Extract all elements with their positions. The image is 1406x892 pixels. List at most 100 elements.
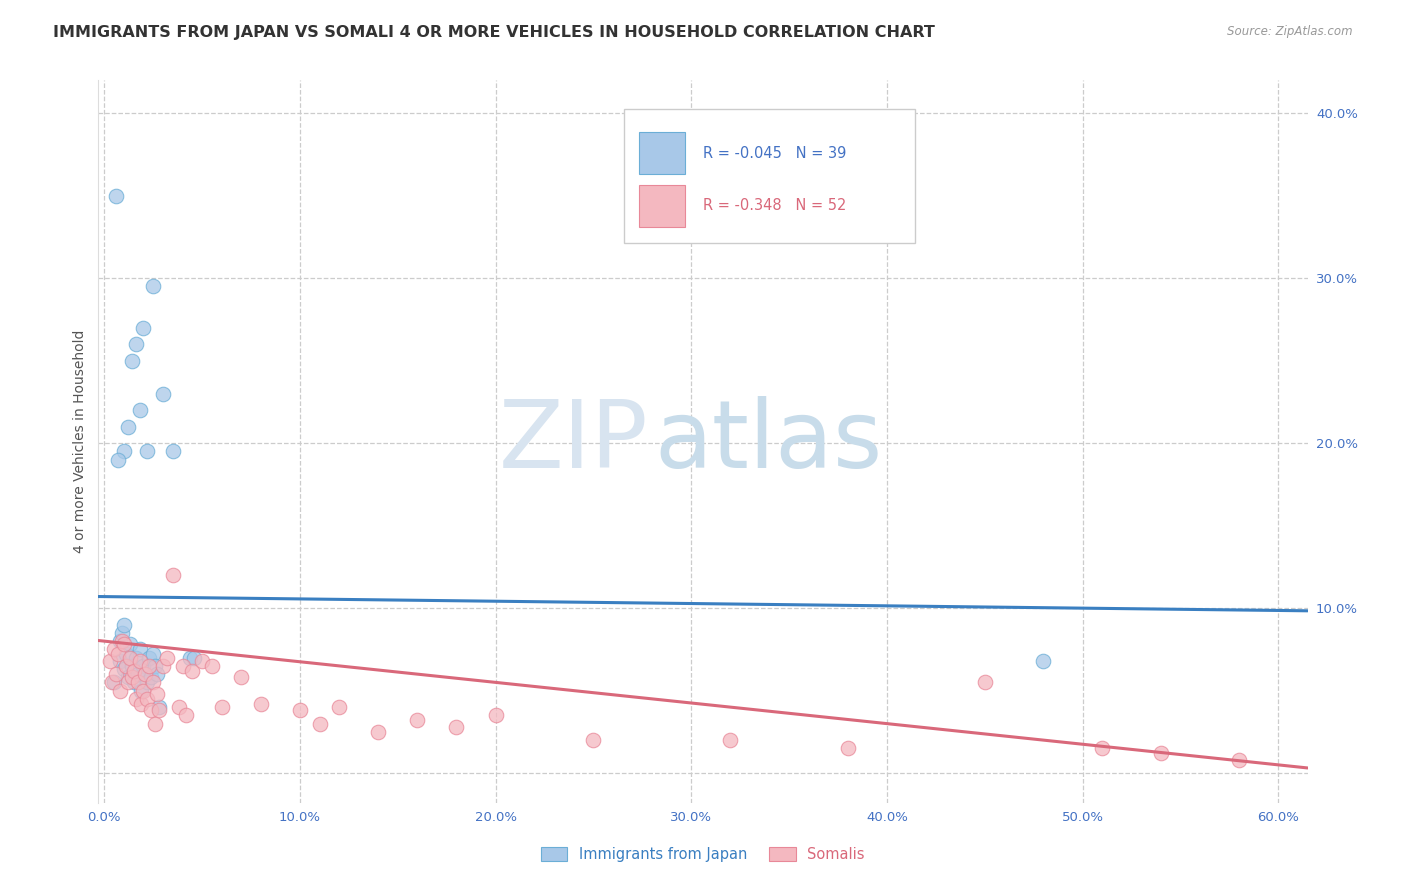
Point (142, 279, 165, 293)
FancyBboxPatch shape (624, 109, 915, 243)
Point (128, 403, 150, 417)
Point (103, 675, 125, 690)
Point (105, 188, 128, 202)
Point (105, 667, 128, 681)
Point (367, 724, 389, 739)
Point (118, 650, 141, 665)
Point (142, 675, 165, 690)
Point (141, 703, 163, 717)
Point (1032, 654, 1054, 668)
Point (108, 683, 131, 698)
Point (172, 659, 194, 673)
Text: R = -0.348   N = 52: R = -0.348 N = 52 (703, 199, 846, 213)
Point (406, 714, 429, 728)
Point (484, 708, 506, 723)
Point (134, 667, 156, 681)
Point (143, 716, 166, 731)
Point (124, 337, 146, 351)
Point (146, 667, 169, 681)
Point (131, 697, 153, 711)
Point (98, 654, 121, 668)
Point (121, 670, 143, 684)
Point (128, 654, 150, 668)
Point (162, 444, 184, 458)
Point (231, 670, 253, 684)
Point (156, 650, 179, 665)
Point (103, 642, 125, 657)
Point (152, 386, 174, 401)
Text: Source: ZipAtlas.com: Source: ZipAtlas.com (1227, 25, 1353, 38)
Point (973, 675, 995, 690)
Point (107, 452, 129, 467)
Point (211, 700, 233, 714)
Point (146, 687, 169, 701)
Point (837, 741, 859, 756)
Point (308, 716, 330, 731)
Point (148, 700, 170, 714)
Point (127, 667, 149, 681)
Point (118, 637, 141, 651)
Point (328, 700, 350, 714)
Point (138, 650, 160, 665)
Point (122, 675, 145, 690)
Point (101, 675, 124, 690)
Point (136, 691, 159, 706)
Point (132, 683, 155, 698)
Point (446, 720, 468, 734)
Point (181, 664, 204, 678)
Point (152, 659, 174, 673)
Text: R = -0.045   N = 39: R = -0.045 N = 39 (703, 145, 846, 161)
Point (124, 650, 146, 665)
Point (1227, 753, 1250, 767)
Point (179, 650, 201, 665)
Point (183, 650, 205, 665)
Point (191, 654, 214, 668)
Point (162, 568, 184, 582)
Point (112, 617, 135, 632)
Text: ZIP: ZIP (499, 395, 648, 488)
Point (111, 626, 134, 640)
Y-axis label: 4 or more Vehicles in Household: 4 or more Vehicles in Household (73, 330, 87, 553)
Point (134, 667, 156, 681)
Point (121, 353, 143, 368)
Point (131, 683, 153, 698)
Point (136, 444, 159, 458)
Point (582, 733, 605, 747)
Point (108, 654, 131, 668)
Point (201, 659, 224, 673)
Point (250, 697, 273, 711)
Text: atlas: atlas (655, 395, 883, 488)
Point (112, 662, 135, 676)
Point (127, 675, 149, 690)
Point (128, 642, 150, 657)
Point (167, 700, 190, 714)
Point (108, 634, 131, 648)
Point (138, 659, 160, 673)
Point (117, 670, 139, 684)
Point (141, 670, 163, 684)
Point (117, 675, 139, 690)
Point (132, 320, 155, 334)
Point (112, 637, 135, 651)
Point (117, 419, 139, 434)
Point (1091, 741, 1114, 756)
Text: IMMIGRANTS FROM JAPAN VS SOMALI 4 OR MORE VEHICLES IN HOUSEHOLD CORRELATION CHAR: IMMIGRANTS FROM JAPAN VS SOMALI 4 OR MOR… (53, 25, 935, 40)
Point (148, 703, 170, 717)
Point (1150, 747, 1173, 761)
Point (132, 659, 155, 673)
Point (121, 659, 143, 673)
Point (122, 664, 145, 678)
Point (176, 708, 198, 723)
Point (114, 648, 136, 662)
FancyBboxPatch shape (638, 185, 685, 227)
Point (143, 659, 166, 673)
FancyBboxPatch shape (638, 132, 685, 174)
Legend: Immigrants from Japan, Somalis: Immigrants from Japan, Somalis (536, 840, 870, 868)
Point (107, 648, 129, 662)
Point (718, 733, 741, 747)
Point (112, 444, 135, 458)
Point (142, 648, 165, 662)
Point (136, 675, 159, 690)
Point (111, 634, 134, 648)
Point (114, 659, 136, 673)
